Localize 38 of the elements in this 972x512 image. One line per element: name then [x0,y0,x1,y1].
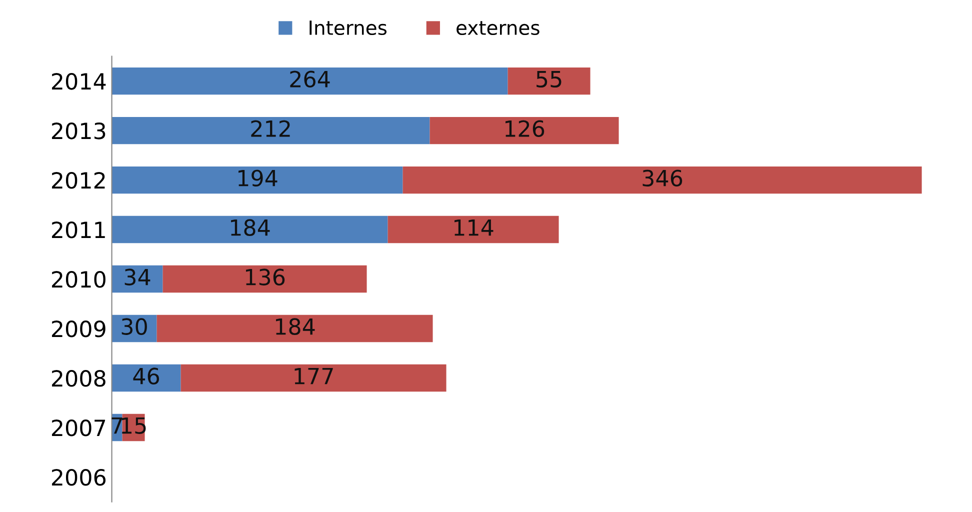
bar [162,265,367,293]
data-label: 264 [290,70,330,88]
data-label: 346 [642,170,682,186]
bar [508,67,590,95]
y-tick-label: 2010 [52,270,106,288]
bar [112,216,388,244]
data-label: 7 [112,417,122,434]
bar [156,314,433,342]
data-label: 184 [231,219,270,236]
data-label: 126 [506,120,544,138]
y-tick-label: 2011 [52,221,105,238]
bar [112,166,403,194]
bar [388,216,559,244]
data-label: 184 [276,318,315,335]
data-label: 114 [454,219,494,236]
y-tick-label: 2014 [52,73,106,90]
data-label: 46 [133,368,160,384]
data-label: 136 [246,268,285,286]
bar [112,67,508,95]
y-tick-label: 2013 [52,122,106,140]
data-label: 177 [294,368,333,384]
y-tick-label: 2007 [52,419,106,436]
data-label: 30 [122,318,147,335]
data-label: 55 [536,70,562,88]
data-label: 194 [238,170,278,186]
y-tick-label: 2012 [52,172,105,189]
data-label: 212 [251,120,290,137]
bar [112,364,181,392]
y-tick-label: 2006 [52,468,106,486]
data-label: 34 [124,268,150,286]
y-tick-label: 2008 [52,370,106,387]
legend-label: externes [456,21,540,36]
bar [402,166,922,194]
y-tick-label: 2009 [52,320,106,338]
legend-label: Internes [310,20,387,36]
bar [180,364,446,392]
bar [430,116,619,144]
bar [112,116,430,144]
